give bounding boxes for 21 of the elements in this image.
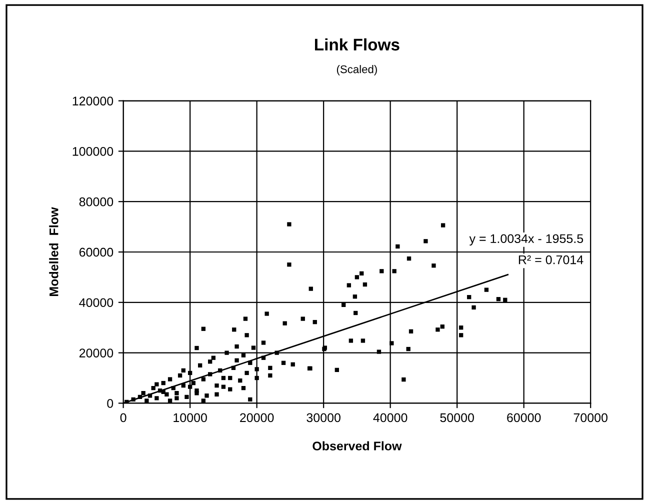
y-tick-label: 60000 [79,248,114,257]
x-tick-label: 0 [120,413,126,422]
y-tick-label: 40000 [79,298,114,308]
x-tick-label: 30000 [306,413,340,422]
y-tick-label: 80000 [79,197,114,206]
annotation: R² = 0.7014 [518,255,584,264]
y-tick-label: 0 [107,399,114,408]
x-tick-label: 70000 [574,413,608,422]
chart-subtitle: (Scaled) [336,65,377,76]
y-tick-label: 100000 [72,147,114,156]
y-tick-label: 20000 [79,348,114,358]
y-axis-title: Modelled Flow [49,207,58,296]
x-tick-label: 10000 [174,413,207,422]
x-tick-label: 60000 [507,413,541,422]
x-axis-title: Observed Flow [312,441,402,450]
chart-title: Link Flows [315,38,400,51]
x-tick-label: 40000 [373,413,408,422]
annotation: y = 1.0034x - 1955.5 [469,234,584,246]
x-tick-label: 20000 [240,413,274,422]
x-tick-label: 50000 [440,413,474,422]
y-tick-label: 120000 [72,96,114,106]
